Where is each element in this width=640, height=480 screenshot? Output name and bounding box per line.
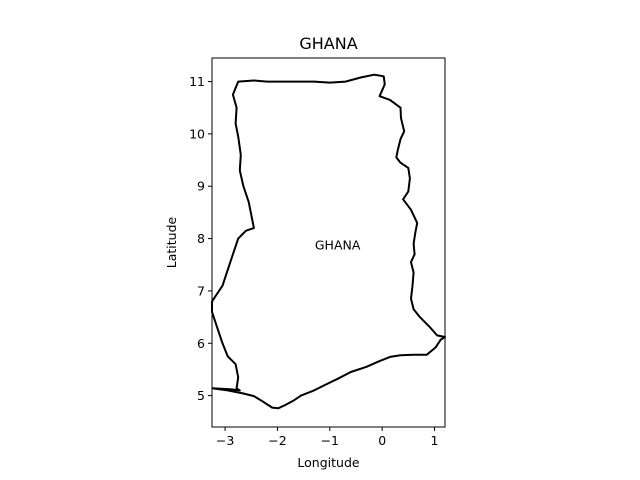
y-tick-label: 7	[197, 283, 205, 298]
figure-title: GHANA	[299, 34, 357, 53]
x-axis-ticks: −3 −2 −1 0 1	[216, 427, 439, 448]
map-country-label: GHANA	[315, 237, 361, 252]
y-tick-label: 10	[189, 126, 205, 141]
x-tick-label: −2	[268, 433, 286, 448]
y-tick-label: 11	[189, 74, 205, 89]
y-tick-label: 5	[197, 388, 205, 403]
x-tick-label: −3	[216, 433, 234, 448]
y-tick-label: 6	[197, 336, 205, 351]
axes-frame	[211, 57, 446, 428]
country-outline	[211, 73, 446, 410]
y-axis-ticks: 5 6 7 8 9 10 11	[189, 74, 212, 403]
y-axis-label: Latitude	[164, 216, 179, 268]
x-axis-label: Longitude	[297, 455, 359, 470]
x-tick-label: 0	[378, 433, 386, 448]
y-tick-label: 8	[197, 231, 205, 246]
y-tick-label: 9	[197, 179, 205, 194]
plot-area: GHANA	[211, 73, 446, 410]
x-tick-label: −1	[321, 433, 339, 448]
x-tick-label: 1	[431, 433, 439, 448]
